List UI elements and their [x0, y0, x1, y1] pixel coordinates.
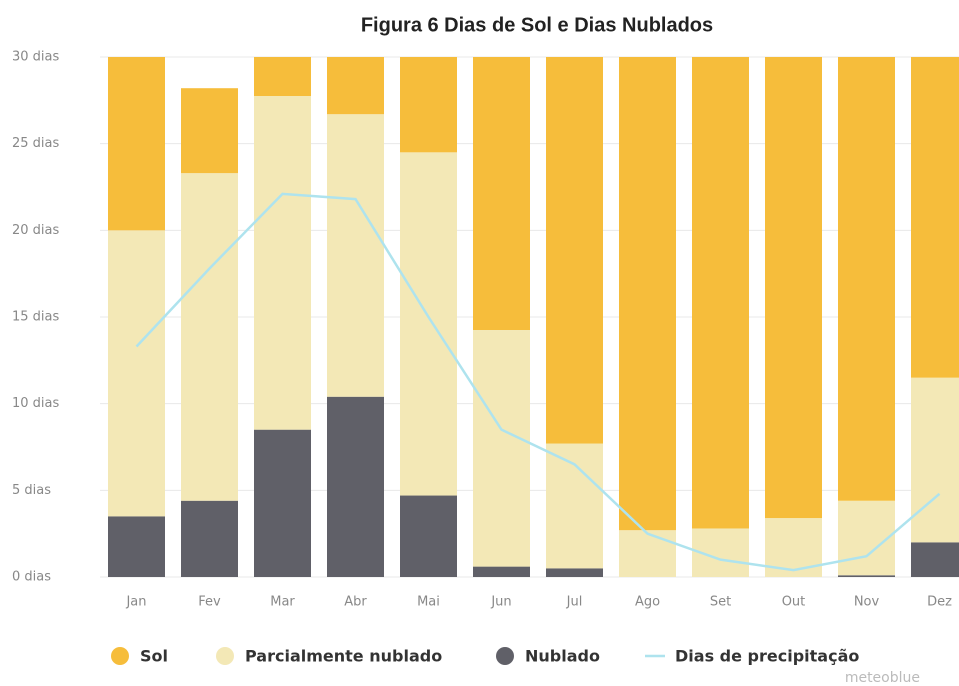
bar-segment: [911, 377, 959, 543]
x-tick-label: Jul: [566, 595, 583, 610]
y-tick-label: 0 dias: [12, 570, 51, 585]
x-tick-label: Set: [710, 595, 731, 610]
bar-segment: [181, 173, 238, 501]
bar-segment: [838, 500, 895, 576]
bar-segment: [546, 443, 603, 569]
legend-label: Parcialmente nublado: [245, 647, 442, 666]
bar-segment: [327, 114, 384, 397]
x-tick-label: Abr: [344, 595, 367, 610]
y-tick-label: 25 dias: [12, 136, 60, 151]
bar-segment: [181, 88, 238, 174]
y-tick-label: 5 dias: [12, 483, 51, 498]
x-tick-label: Mar: [270, 595, 295, 610]
legend-swatch: [216, 647, 234, 665]
bar-segment: [400, 495, 457, 577]
bar-segment: [327, 57, 384, 115]
bar-segment: [765, 57, 822, 519]
x-tick-label: Out: [782, 595, 806, 610]
bar-segment: [473, 566, 530, 577]
bar-segment: [254, 57, 311, 96]
bar-segment: [108, 57, 165, 231]
legend-label: Dias de precipitação: [675, 647, 859, 666]
bar-segment: [473, 330, 530, 567]
y-tick-label: 20 dias: [12, 223, 60, 238]
x-tick-label: Mai: [417, 595, 440, 610]
bar-segment: [108, 230, 165, 517]
bar-segment: [619, 530, 676, 577]
bar-segment: [181, 500, 238, 577]
legend-label: Sol: [140, 647, 168, 666]
x-tick-label: Dez: [927, 595, 952, 610]
bar-segment: [327, 396, 384, 577]
bar-segment: [473, 57, 530, 330]
x-tick-label: Jan: [125, 595, 146, 610]
y-tick-label: 30 dias: [12, 50, 60, 65]
bars: [108, 57, 959, 577]
x-tick-label: Fev: [198, 595, 221, 610]
bar-segment: [400, 152, 457, 496]
x-tick-label: Nov: [854, 595, 880, 610]
bar-segment: [838, 575, 895, 577]
bar-segment: [911, 57, 959, 378]
bar-segment: [619, 57, 676, 531]
x-tick-label: Ago: [635, 595, 660, 610]
y-tick-label: 15 dias: [12, 310, 60, 325]
precipitation-line: [135, 192, 941, 572]
bar-segment: [400, 57, 457, 153]
bar-segment: [692, 57, 749, 529]
bar-segment: [911, 542, 959, 577]
bar-segment: [546, 568, 603, 577]
y-tick-label: 10 dias: [12, 396, 60, 411]
bar-segment: [254, 96, 311, 430]
legend-swatch: [496, 647, 514, 665]
legend-label: Nublado: [525, 647, 600, 666]
bar-segment: [546, 57, 603, 444]
x-tick-label: Jun: [490, 595, 511, 610]
chart-title: Figura 6 Dias de Sol e Dias Nublados: [361, 14, 713, 36]
bar-segment: [108, 516, 165, 577]
bar-segment: [838, 57, 895, 501]
bar-segment: [254, 429, 311, 577]
watermark: meteoblue: [845, 670, 920, 686]
legend-swatch: [111, 647, 129, 665]
